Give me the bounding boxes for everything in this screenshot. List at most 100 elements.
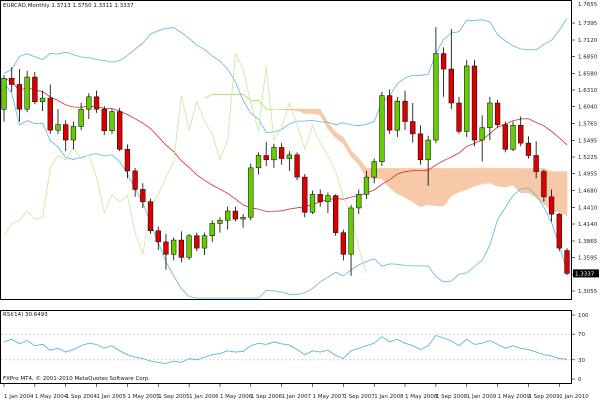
x-tick-label: 1 Sep 2009 [528, 394, 560, 400]
chart-title: EURCAD,Monthly 1.3713 1.3750 1.3311 1.33… [3, 3, 134, 9]
x-tick-label: 1 Sep 2005 [158, 394, 190, 400]
rsi-tick-label: 100 [578, 313, 589, 319]
candle-body [317, 194, 323, 203]
candle-body [171, 239, 177, 255]
rsi-title: RSI(14) 30.6493 [3, 312, 48, 318]
candle-body [525, 142, 532, 156]
candle-body [356, 194, 362, 209]
candle-body [271, 147, 277, 161]
y-tick-label: 1.4140 [578, 222, 598, 228]
candle-body [302, 176, 308, 213]
candle-body [279, 147, 285, 159]
candle-body [201, 235, 208, 249]
candle-body [448, 68, 454, 104]
candle-body [147, 201, 154, 232]
ichimoku-cloud-segment [258, 100, 267, 110]
candle-body [402, 100, 408, 122]
rsi-tick-label: 0 [578, 377, 582, 383]
candle-body [494, 102, 501, 125]
y-tick-label: 1.5495 [578, 138, 598, 144]
x-tick-label: 1 May 2006 [220, 394, 253, 400]
candle-body [294, 154, 300, 178]
candle-body [440, 53, 447, 70]
rsi-frame [0, 310, 572, 384]
candle-body [433, 53, 439, 141]
candle-body [232, 210, 239, 220]
ichimoku-cloud-segment [458, 168, 468, 193]
candle-body [564, 250, 570, 274]
copyright-footer: FXPro MT4, © 2001-2010 MetaQuotes Softwa… [3, 375, 150, 382]
candle-body [124, 149, 131, 172]
candle-body [363, 176, 370, 195]
x-tick-label: 1 May 2004 [35, 394, 68, 400]
x-tick-label: 1 May 2009 [498, 394, 531, 400]
candle-body [487, 102, 493, 128]
candle-body [548, 196, 555, 215]
y-tick-label: 1.5765 [578, 122, 598, 128]
ichimoku-cloud-segment [528, 168, 537, 199]
candle-body [209, 223, 215, 236]
bollinger-lower-band [3, 82, 568, 299]
candle-body [93, 96, 100, 110]
ichimoku-cloud-segment [489, 168, 498, 187]
candle-body [309, 194, 316, 213]
candle-body [379, 95, 385, 162]
x-tick-label: 1 May 2005 [127, 394, 160, 400]
y-tick-label: 1.4955 [578, 172, 598, 178]
x-tick-label: 1 May 2007 [312, 394, 345, 400]
candle-body [456, 102, 462, 132]
main-frame [0, 0, 572, 300]
ichimoku-cloud-segment [404, 168, 414, 203]
x-tick-label: 1 Jan 2005 [97, 394, 127, 400]
candle-body [471, 65, 478, 141]
ichimoku-cloud-segment [412, 168, 421, 208]
ichimoku-cloud-segment [427, 168, 437, 207]
ichimoku-cloud-segment [497, 168, 506, 188]
candle-body [248, 167, 254, 218]
ichimoku-cloud-segment [474, 168, 483, 187]
y-tick-label: 1.7655 [578, 2, 598, 8]
candle-body [47, 97, 53, 131]
y-tick-label: 1.3055 [578, 289, 598, 295]
ichimoku-cloud-segment [420, 168, 429, 208]
rsi-layer [1, 333, 571, 365]
rsi-line [3, 334, 568, 365]
ichimoku-cloud-segment [304, 108, 313, 114]
y-tick-label: 1.6580 [578, 71, 598, 77]
x-tick-label: 1 May 2008 [405, 394, 438, 400]
candle-body [510, 124, 516, 150]
candle-body [39, 97, 46, 103]
ichimoku-cloud-segment [289, 108, 298, 111]
candle-body [217, 220, 223, 224]
candle-body [186, 235, 192, 258]
x-tick-label: 1 Jan 2006 [189, 394, 219, 400]
ichimoku-cloud-segment [435, 168, 444, 207]
candle-body [410, 121, 416, 135]
y-tick-label: 1.3595 [578, 256, 598, 262]
candle-body [109, 111, 115, 132]
ichimoku-cloud-segment [451, 168, 460, 197]
candle-body [340, 232, 346, 255]
rsi-tick-label: 70 [578, 332, 585, 338]
chikou-span-line [3, 52, 367, 274]
candle-body [417, 133, 424, 161]
candle-body [556, 213, 562, 249]
candle-body [194, 235, 200, 249]
candle-body [9, 78, 15, 85]
candle-body [16, 84, 23, 110]
candle-body [286, 154, 293, 159]
current-price-label: 1.3337 [575, 272, 595, 278]
x-tick-label: 1 Jan 2004 [4, 394, 34, 400]
candle-body [63, 124, 69, 141]
y-tick-label: 1.7120 [578, 38, 598, 44]
x-tick-label: 1 Sep 2007 [343, 394, 375, 400]
candle-body [371, 161, 377, 178]
bollinger-upper-band [3, 18, 568, 133]
candle-body [163, 241, 169, 255]
candle-body [117, 111, 123, 150]
x-tick-label: 1 Jan 2009 [467, 394, 497, 400]
candle-body [255, 155, 262, 169]
candle-body [479, 127, 485, 141]
y-tick-label: 1.6040 [578, 105, 598, 111]
